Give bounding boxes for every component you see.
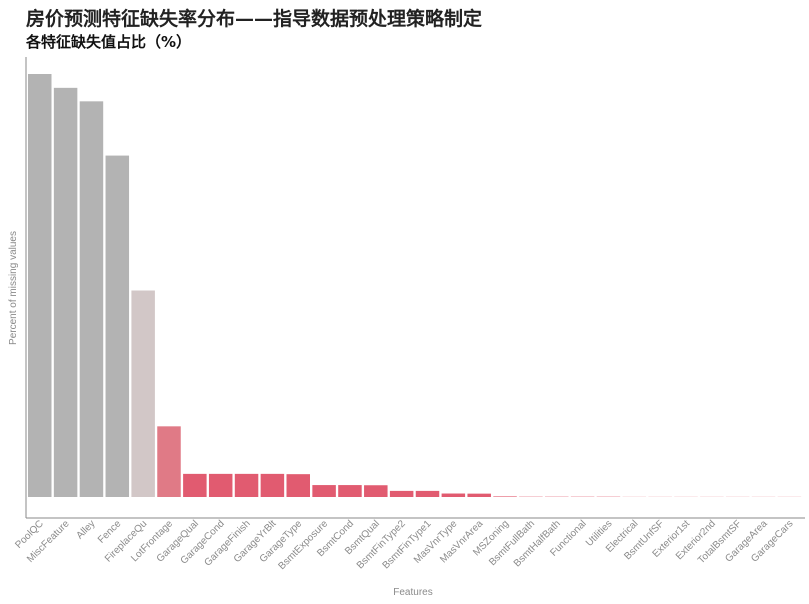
bar-mszoning	[493, 496, 517, 497]
bar-masvnrtype	[441, 493, 466, 497]
bar-miscfeature	[53, 87, 78, 497]
x-axis-label: Features	[393, 587, 432, 598]
chart-title: 房价预测特征缺失率分布——指导数据预处理策略制定	[26, 8, 483, 30]
bar-poolqc	[28, 74, 52, 497]
x-tick-label-alley: Alley	[74, 518, 97, 541]
bars-group	[28, 74, 802, 497]
bar-garagefinish	[234, 473, 259, 497]
bar-bsmtfintype1	[415, 490, 440, 497]
y-axis-label: Percent of missing values	[8, 231, 19, 345]
chart-subtitle: 各特征缺失值占比（%）	[26, 33, 192, 51]
bar-fireplacequ	[131, 290, 155, 497]
bar-bsmtfintype2	[389, 490, 414, 497]
bar-bsmtcond	[338, 485, 362, 497]
bar-bsmtexposure	[312, 485, 336, 497]
bar-garageyrblt	[260, 473, 285, 497]
bar-masvnrarea	[467, 493, 491, 497]
bar-bsmtqual	[364, 485, 388, 497]
bar-alley	[79, 101, 104, 497]
bar-fence	[105, 155, 130, 497]
bar-garagetype	[286, 474, 310, 497]
bar-garagecond	[208, 473, 233, 497]
bar-lotfrontage	[157, 426, 181, 497]
bar-garagequal	[183, 473, 207, 497]
